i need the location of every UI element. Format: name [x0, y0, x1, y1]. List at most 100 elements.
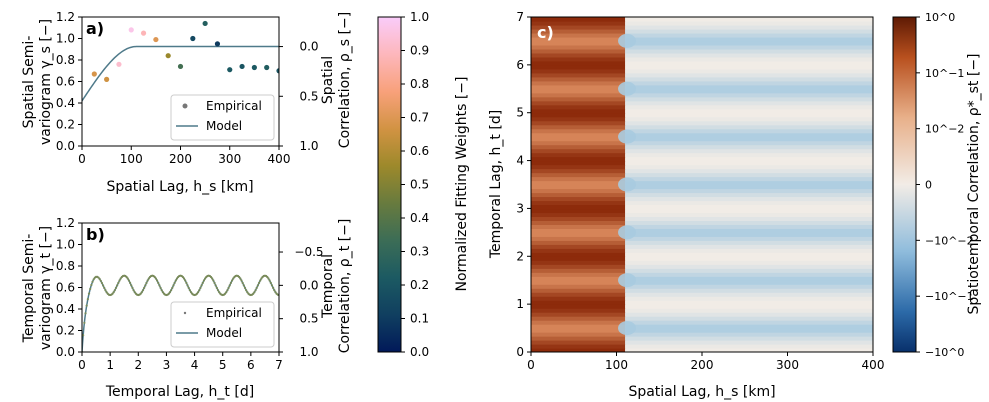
heatmap-cell	[625, 208, 873, 214]
heatmap-cell	[625, 228, 873, 233]
panel-a-empirical-point-4	[140, 30, 147, 36]
panel-b-ytick-label: 0.6	[56, 281, 75, 295]
heatmap-cell	[531, 296, 626, 301]
heatmap-cell	[531, 336, 626, 341]
panel-b-empirical-point-91	[187, 286, 190, 289]
panel-c-ylabel: Temporal Lag, h_t [d]	[488, 110, 504, 259]
panel-b-empirical-point-1	[82, 334, 85, 337]
panel-a-empirical-point-14	[264, 64, 270, 71]
panel-b-empirical-point-165	[274, 291, 277, 294]
heatmap-cell	[625, 52, 873, 58]
panel-a-empirical-point-11	[227, 67, 233, 73]
heatmap-cell	[625, 264, 873, 269]
heatmap-cell	[531, 172, 626, 178]
panel-b-ytick-label: 0.2	[56, 324, 75, 338]
heatmap-cell	[625, 64, 873, 70]
panel-a-ylabel-line2: variogram γ_s [−]	[38, 19, 54, 145]
panel-b-empirical-point-68	[160, 289, 163, 292]
st-colorbar-tick-label: 10^0	[925, 11, 955, 24]
panel-a-empirical-point-1	[104, 76, 110, 82]
heatmap-cell	[625, 160, 873, 166]
panel-a-ytick-label: 0.2	[56, 118, 75, 132]
panel-b-empirical-point-43	[131, 286, 134, 289]
heatmap-cell	[531, 348, 626, 352]
panel-b-empirical-point-100	[198, 289, 201, 292]
weights-colorbar-label: Normalized Fitting Weights [−]	[454, 76, 470, 291]
heatmap-cell	[625, 112, 873, 118]
panel-b-empirical-point-138	[242, 284, 245, 287]
heatmap-cell	[625, 260, 873, 265]
panel-b-empirical-point-98	[195, 292, 199, 295]
weights-colorbar-tick-label: 1.0	[410, 10, 429, 24]
heatmap-cell	[531, 176, 626, 182]
heatmap-cell	[531, 264, 626, 269]
heatmap-cell	[531, 36, 626, 42]
heatmap-cell	[625, 224, 873, 229]
panel-b-empirical-point-16	[99, 279, 102, 282]
weights-colorbar: 0.0 0.1 0.2 0.3 0.4 0.5 0.6 0.7 0.8 0.9 1.0 Normal…	[377, 10, 470, 359]
panel-b-legend-model: Model	[206, 326, 242, 340]
heatmap-cell	[625, 116, 873, 122]
heatmap-cell	[625, 36, 873, 42]
heatmap-cell	[625, 144, 873, 150]
heatmap-cell	[625, 80, 873, 86]
heatmap-cell	[625, 24, 873, 30]
panel-b-label: b)	[86, 225, 105, 244]
st-colorbar-tick-label: 10^−2	[925, 123, 964, 136]
panel-a-empirical-point-15	[276, 68, 279, 74]
heatmap-cell	[625, 96, 873, 102]
panel-b-empirical-point-159	[267, 277, 270, 280]
heatmap-cell	[531, 212, 626, 218]
panel-b-empirical-point-8	[90, 283, 93, 287]
heatmap-cell	[531, 76, 626, 82]
panel-b-empirical-point-164	[273, 289, 276, 292]
heatmap-cell	[625, 132, 873, 138]
heatmap-cell	[625, 28, 873, 34]
panel-b-empirical-point-147	[253, 291, 256, 294]
heatmap-cell	[625, 20, 873, 26]
heatmap-cell	[531, 120, 626, 126]
heatmap-cell	[531, 112, 626, 118]
panel-a-ylabel-line1: Spatial Semi-	[21, 36, 37, 129]
panel-b-empirical-point-162	[270, 284, 274, 287]
panel-b-empirical-point-148	[254, 289, 257, 292]
heatmap-cell	[531, 200, 626, 206]
panel-b-empirical-point-31	[117, 281, 120, 284]
panel-b-empirical-point-38	[125, 275, 128, 279]
panel-b-empirical-point-135	[239, 277, 242, 280]
heatmap-cell	[625, 88, 873, 94]
heatmap-cell	[531, 316, 626, 321]
heatmap-cell	[625, 192, 873, 198]
panel-b-empirical-point-151	[257, 281, 261, 284]
heatmap-cell	[625, 328, 873, 333]
panel-b-y2tick-label: −0.5	[294, 245, 323, 259]
panel-b-empirical-point-123	[225, 291, 228, 294]
heatmap-cell	[625, 256, 873, 261]
heatmap-cell	[531, 108, 626, 114]
heatmap-cell	[625, 168, 873, 174]
heatmap-cell	[625, 248, 873, 253]
panel-b-legend-empirical: Empirical	[206, 306, 262, 320]
panel-b-empirical-point-69	[161, 291, 165, 294]
heatmap-cell	[531, 324, 626, 329]
heatmap-cell	[531, 68, 626, 74]
heatmap-cell	[531, 128, 626, 134]
heatmap-cell	[618, 273, 637, 288]
heatmap-cell	[531, 224, 626, 229]
panel-b-empirical-point-134	[238, 275, 241, 279]
heatmap-cell	[531, 160, 626, 166]
heatmap-cell	[625, 180, 873, 186]
weights-colorbar-tick-label: 0.9	[410, 44, 429, 58]
heatmap-cell	[625, 200, 873, 206]
panel-b-empirical-point-55	[145, 281, 148, 284]
heatmap-cell	[625, 280, 873, 285]
heatmap-cell	[625, 124, 873, 130]
panel-b-ytick-label: 1.0	[56, 238, 75, 252]
heatmap-cell	[531, 292, 626, 297]
panel-a-legend: Empirical Model	[170, 94, 275, 141]
heatmap-cell	[625, 32, 873, 38]
weights-colorbar-tick-label: 0.6	[410, 144, 429, 158]
panel-b-empirical-point-39	[126, 277, 129, 280]
heatmap-cell	[625, 72, 873, 78]
panel-b-empirical-point-128	[230, 279, 234, 282]
